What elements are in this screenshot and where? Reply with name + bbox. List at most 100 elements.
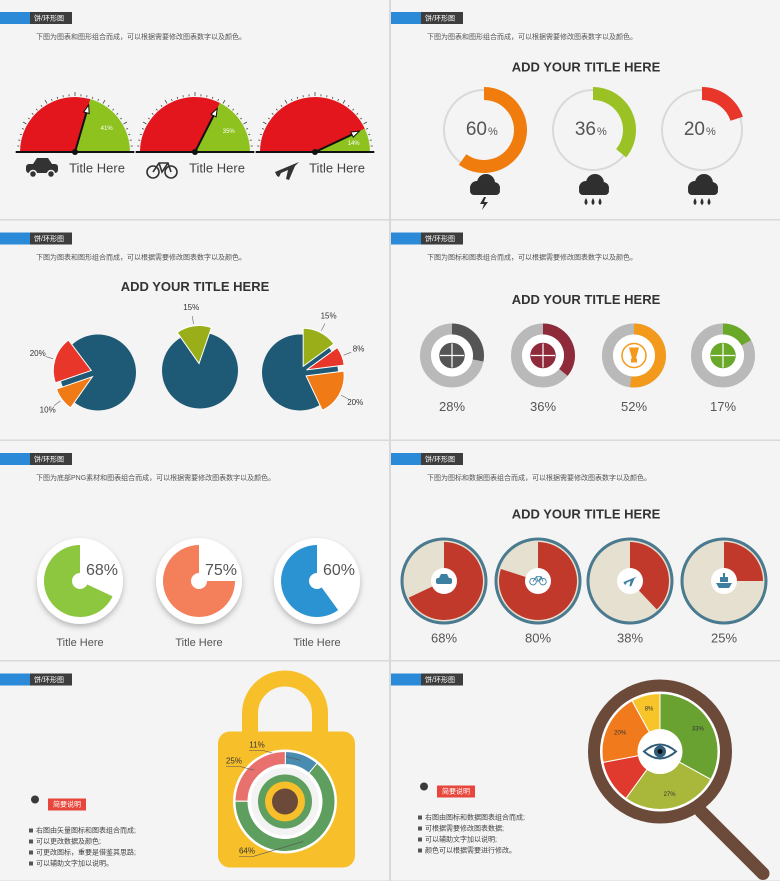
gauge-scale	[27, 117, 30, 120]
pie-value-label: 25%	[711, 630, 737, 645]
gauge-scale	[211, 96, 214, 99]
ring-value-label: 27%	[664, 792, 677, 798]
gauge-scale	[147, 117, 150, 120]
gauge-scale	[112, 108, 115, 111]
gauge-scale	[271, 112, 274, 115]
ring-value-label: 11%	[249, 741, 264, 750]
slide-description: 下图为图表和图形组合而成，可以根据需要修改图表数字以及颜色。	[36, 32, 246, 41]
pie-slice	[305, 370, 345, 411]
gauge-scale	[347, 104, 350, 107]
gauge-value-label: 41%	[101, 126, 114, 132]
leader-line	[45, 356, 54, 360]
gauge-scale	[128, 133, 131, 136]
leader-line	[226, 766, 255, 771]
ring-core	[272, 788, 298, 815]
person-icon	[31, 795, 39, 804]
bullet	[418, 848, 422, 853]
gauge-scale	[227, 104, 230, 107]
leader-line	[341, 394, 349, 400]
gauge-scale	[125, 128, 129, 130]
note-heading: 简要说明	[442, 786, 470, 795]
gauge-scale	[331, 96, 334, 99]
tag-accent	[0, 232, 30, 245]
note-heading: 简要说明	[53, 799, 81, 808]
gauge-scale	[51, 98, 53, 102]
pie-value-label: 75%	[205, 562, 237, 579]
bullet	[29, 828, 33, 833]
gauge-title: Title Here	[69, 160, 125, 175]
car-wheel	[28, 169, 38, 179]
donut-value-label: 52%	[621, 399, 647, 414]
gauge-remainder	[260, 97, 365, 152]
gauge-scale	[155, 108, 158, 111]
leader-line	[343, 351, 352, 356]
rain-drop	[591, 198, 595, 205]
gauge-scale	[342, 99, 346, 104]
gauge-scale	[142, 121, 147, 125]
slide-description: 下图为底部PNG素材和图表组合而成，可以根据需要修改图表数字以及颜色。	[36, 473, 275, 482]
gauge-scale	[280, 104, 283, 107]
leader-line	[249, 750, 301, 761]
gauge-scale	[31, 112, 34, 115]
gauge-scale	[248, 133, 251, 136]
pie-slice	[630, 542, 669, 610]
gauge-needle-head	[210, 107, 218, 118]
ball-seam	[711, 343, 735, 368]
pie-title: Title Here	[56, 637, 103, 649]
donut-value-label: 36%	[530, 399, 556, 414]
note-item: 右图由图标和数据图表组合而成;	[425, 812, 525, 821]
rain-drop	[707, 198, 711, 205]
car-wheel	[46, 169, 56, 179]
pie-title: Title Here	[175, 637, 222, 649]
magnifier-handle	[694, 805, 770, 880]
gauge-scale	[337, 98, 339, 102]
leader-line	[321, 323, 326, 331]
note-heading-box	[48, 798, 86, 811]
gauge-scale	[141, 128, 145, 130]
donut-arc	[723, 323, 752, 346]
gauge-scale	[91, 96, 94, 99]
gauge-needle	[74, 110, 88, 153]
ring-value-label: 33%	[692, 727, 705, 733]
gauge-scale	[245, 128, 249, 130]
gauge-scale	[275, 108, 278, 111]
pie-slice	[52, 339, 93, 384]
gauge-scale	[368, 133, 371, 136]
gauge-scale	[116, 112, 119, 115]
bullet	[418, 826, 422, 831]
tag-box	[421, 12, 463, 24]
gauge-scale	[262, 121, 267, 125]
gauge-scale	[19, 133, 22, 136]
pie-slice	[302, 327, 335, 368]
gauge-scale	[261, 128, 265, 130]
pie-slice	[176, 325, 213, 365]
plane-icon	[275, 162, 299, 180]
note-item: 可根据需要修改图表数据;	[425, 823, 504, 832]
gauge-scale	[102, 99, 106, 104]
gauge-hub	[72, 149, 78, 155]
slide-tag: 饼/环形图	[425, 675, 455, 684]
tag-box	[421, 673, 463, 686]
leader-line	[53, 400, 61, 406]
gauge-scale	[236, 112, 239, 115]
slide-tag: 饼/环形图	[34, 234, 64, 243]
rain-drop	[598, 198, 602, 205]
gauge-scale	[56, 96, 59, 99]
ring-value-label: 25%	[226, 757, 242, 766]
gauge-scale	[123, 121, 128, 125]
car-icon	[436, 578, 452, 584]
gauge-scale	[243, 121, 248, 125]
tag-accent	[0, 673, 30, 686]
bike-wheel	[146, 165, 160, 179]
donut-arc	[452, 323, 484, 362]
pie-value-label: 15%	[321, 311, 337, 320]
gauge-scale	[284, 99, 288, 104]
ring-value-label: 20%	[614, 730, 627, 736]
gauge-scale	[259, 133, 262, 136]
cloud-icon	[688, 187, 718, 195]
note-item: 右图由矢量图标和图表组合而成;	[36, 825, 136, 834]
gauge-scale	[160, 104, 163, 107]
slide-title: ADD YOUR TITLE HERE	[512, 506, 661, 521]
gauge-value-label: 14%	[348, 141, 361, 147]
